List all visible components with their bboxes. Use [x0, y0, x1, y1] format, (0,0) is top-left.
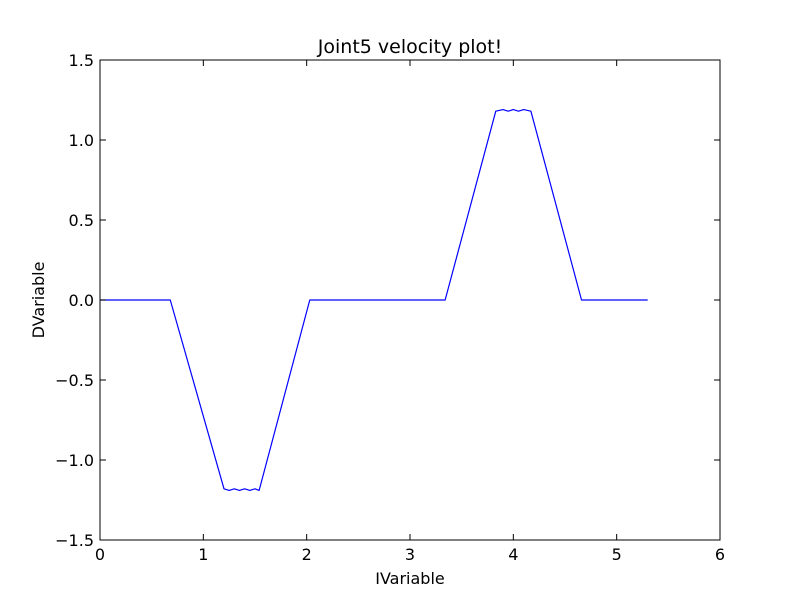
- y-tick-label: 1.0: [69, 131, 94, 150]
- series-layer: [100, 108, 648, 491]
- y-axis-label: DVariable: [29, 262, 48, 339]
- x-tick-label: 3: [405, 545, 415, 564]
- x-tick-label: 1: [198, 545, 208, 564]
- y-tick-label: 0.5: [69, 211, 94, 230]
- chart-title: Joint5 velocity plot!: [317, 36, 502, 58]
- ticks-layer: 0 1 2 3 4 5 6 −1.5 −1.0 −0.5 0.0 0.5 1.0 1.5: [55, 51, 725, 564]
- x-tick-label: 2: [302, 545, 312, 564]
- y-tick-label: −0.5: [55, 371, 94, 390]
- x-tick-label: 6: [715, 545, 725, 564]
- series-line-0: [100, 108, 648, 491]
- x-tick-label: 0: [95, 545, 105, 564]
- y-tick-label: −1.0: [55, 451, 94, 470]
- y-tick-label: 1.5: [69, 51, 94, 70]
- x-tick-label: 5: [612, 545, 622, 564]
- y-tick-label: 0.0: [69, 291, 94, 310]
- x-tick-label: 4: [508, 545, 518, 564]
- x-axis-label: IVariable: [375, 569, 445, 588]
- y-tick-label: −1.5: [55, 531, 94, 550]
